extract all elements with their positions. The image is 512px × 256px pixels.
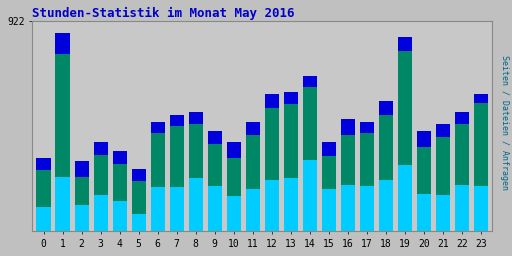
Bar — [246, 135, 260, 231]
Bar — [359, 122, 374, 231]
Bar — [55, 54, 70, 231]
Bar — [474, 103, 488, 231]
Bar — [227, 142, 241, 231]
Bar — [113, 164, 127, 231]
Bar — [455, 112, 469, 231]
Bar — [207, 131, 222, 231]
Bar — [474, 94, 488, 231]
Bar — [322, 189, 336, 231]
Bar — [455, 124, 469, 231]
Bar — [398, 165, 412, 231]
Bar — [246, 189, 260, 231]
Bar — [265, 94, 279, 231]
Bar — [455, 185, 469, 231]
Bar — [113, 201, 127, 231]
Bar — [132, 181, 146, 231]
Bar — [246, 122, 260, 231]
Text: Seiten / Dateien / Anfragen: Seiten / Dateien / Anfragen — [500, 55, 509, 190]
Bar — [169, 115, 184, 231]
Bar — [265, 180, 279, 231]
Bar — [379, 101, 393, 231]
Bar — [436, 124, 450, 231]
Bar — [207, 144, 222, 231]
Bar — [379, 115, 393, 231]
Bar — [417, 131, 431, 231]
Bar — [322, 142, 336, 231]
Bar — [75, 205, 89, 231]
Bar — [94, 155, 108, 231]
Bar — [55, 33, 70, 231]
Bar — [207, 186, 222, 231]
Bar — [132, 169, 146, 231]
Bar — [169, 126, 184, 231]
Bar — [417, 147, 431, 231]
Bar — [151, 133, 165, 231]
Bar — [151, 187, 165, 231]
Bar — [227, 196, 241, 231]
Bar — [340, 185, 355, 231]
Bar — [94, 142, 108, 231]
Bar — [227, 158, 241, 231]
Bar — [188, 112, 203, 231]
Text: Stunden-Statistik im Monat May 2016: Stunden-Statistik im Monat May 2016 — [32, 7, 295, 20]
Bar — [436, 137, 450, 231]
Bar — [113, 151, 127, 231]
Bar — [284, 104, 298, 231]
Bar — [398, 37, 412, 231]
Bar — [303, 159, 317, 231]
Bar — [322, 156, 336, 231]
Bar — [436, 195, 450, 231]
Bar — [188, 178, 203, 231]
Bar — [284, 92, 298, 231]
Bar — [75, 161, 89, 231]
Bar — [75, 177, 89, 231]
Bar — [55, 177, 70, 231]
Bar — [340, 135, 355, 231]
Bar — [151, 122, 165, 231]
Bar — [36, 158, 51, 231]
Bar — [284, 178, 298, 231]
Bar — [265, 108, 279, 231]
Bar — [132, 214, 146, 231]
Bar — [474, 186, 488, 231]
Bar — [398, 51, 412, 231]
Bar — [303, 76, 317, 231]
Bar — [379, 180, 393, 231]
Bar — [417, 195, 431, 231]
Bar — [36, 170, 51, 231]
Bar — [36, 207, 51, 231]
Bar — [94, 195, 108, 231]
Bar — [359, 186, 374, 231]
Bar — [188, 124, 203, 231]
Bar — [359, 133, 374, 231]
Bar — [169, 187, 184, 231]
Bar — [303, 87, 317, 231]
Bar — [340, 119, 355, 231]
